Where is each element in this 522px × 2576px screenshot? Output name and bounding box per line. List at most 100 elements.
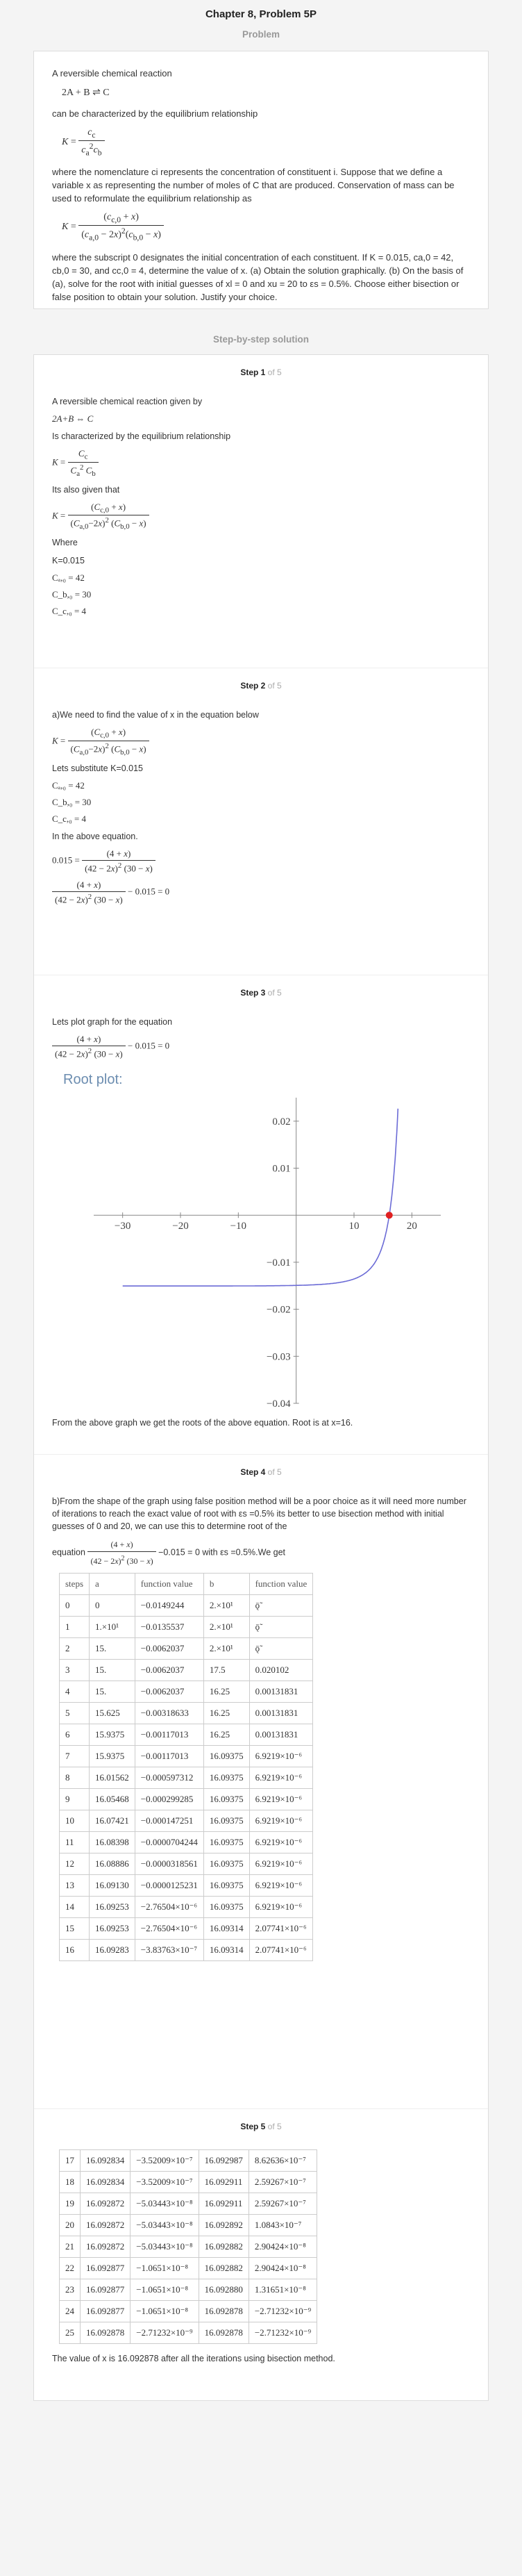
table-row: 24 16.092877 −1.0651×10⁻⁸ 16.092878 −2.71232… [59, 2300, 318, 2322]
table-cell: 16.09375 [203, 1831, 250, 1853]
table-cell: 24 [59, 2300, 81, 2322]
table-cell: 15.9375 [89, 1724, 135, 1746]
table-cell: 6.9219×10⁻⁶ [249, 1745, 314, 1767]
table-cell: 3 [59, 1659, 90, 1681]
table-cell: 7 [59, 1745, 90, 1767]
table-cell: 22 [59, 2257, 81, 2279]
step-5-header: Step 5 of 5 [240, 2122, 282, 2131]
table-row: 25 16.092878 −2.71232×10⁻⁹ 16.092878 −2.7123… [59, 2322, 318, 2344]
step-1-line: K=0.015 [52, 556, 85, 566]
x-tick-label: −20 [172, 1221, 188, 1232]
y-tick-label: 0.02 [272, 1116, 290, 1128]
table-cell: 16.09253 [89, 1896, 135, 1918]
table-row: 18 16.092834 −3.52009×10⁻⁷ 16.092911 2.59267… [59, 2171, 318, 2193]
y-tick-label: −0.03 [267, 1352, 291, 1363]
table-cell: 16.09375 [203, 1788, 250, 1810]
table-cell: 2.07741×10⁻⁶ [249, 1917, 314, 1940]
table-cell: 17 [59, 2149, 81, 2172]
table-cell: 18 [59, 2171, 81, 2193]
table-cell: 0.00131831 [249, 1681, 314, 1703]
table-row: 14 16.09253 −2.76504×10⁻⁶ 16.09375 6.9219×10… [59, 1896, 314, 1918]
table-cell: −2.76504×10⁻⁶ [134, 1917, 204, 1940]
table-cell: 2.×10¹ [203, 1637, 250, 1660]
table-cell: ǭ̃ [249, 1616, 314, 1638]
table-cell: 16.092834 [79, 2171, 131, 2193]
y-tick-label: −0.02 [267, 1305, 291, 1316]
step-5-conclusion: The value of x is 16.092878 after all th… [52, 2354, 335, 2363]
step-2-var: C_c,₀ = 4 [52, 813, 87, 824]
table-cell: −0.0135537 [134, 1616, 204, 1638]
table-cell: −5.03443×10⁻⁸ [130, 2236, 199, 2258]
table-cell: 16.25 [203, 1702, 250, 1724]
table-cell: 0 [59, 1594, 90, 1617]
bisection-table-2: 17 16.092834 −3.52009×10⁻⁷ 16.092987 8.62636… [59, 2149, 318, 2344]
solution-card: Step 1 of 5 A reversible chemical reacti… [33, 354, 489, 2401]
table-cell: 5 [59, 1702, 90, 1724]
table-cell: −2.76504×10⁻⁶ [134, 1896, 204, 1918]
problem-line4: where the subscript 0 designates the ini… [52, 251, 464, 302]
table-cell: 16.092882 [198, 2236, 249, 2258]
reformulated-equation: K = (cc,0 + x) (ca,0 − 2x)2(cb,0 − x) [62, 212, 470, 242]
table-row: 23 16.092877 −1.0651×10⁻⁸ 16.092880 1.31651×… [59, 2279, 318, 2301]
table-cell: 16.09314 [203, 1917, 250, 1940]
table-cell: 16.092834 [79, 2149, 131, 2172]
table-cell: 8.62636×10⁻⁷ [248, 2149, 318, 2172]
table-cell: 16.09375 [203, 1767, 250, 1789]
step-1-var: Cₐ,₀ = 42 [52, 572, 85, 584]
step-3-header: Step 3 of 5 [240, 988, 282, 998]
step-1-line: Is characterized by the equilibrium rela… [52, 431, 231, 441]
table-cell: 10 [59, 1810, 90, 1832]
table-cell: 16.05468 [89, 1788, 135, 1810]
step-2: Step 2 of 5 a)We need to find the value … [34, 668, 488, 975]
table-cell: 16.092878 [198, 2322, 249, 2344]
table-cell: 8 [59, 1767, 90, 1789]
table-cell: 15.625 [89, 1702, 135, 1724]
step-1-header: Step 1 of 5 [240, 368, 282, 377]
table-cell: 16.01562 [89, 1767, 135, 1789]
table-cell: 2 [59, 1637, 90, 1660]
table-cell: −3.52009×10⁻⁷ [130, 2149, 199, 2172]
table-cell: 16.09375 [203, 1874, 250, 1897]
step-5: Step 5 of 5 17 16.092834 −3.52009×10⁻⁷ 16.0… [34, 2108, 488, 2400]
table-cell: −1.0651×10⁻⁸ [130, 2279, 199, 2301]
table-cell: ǭ̃ [249, 1637, 314, 1660]
function-curve [122, 1109, 399, 1287]
table-row: 6 15.9375 −0.00117013 16.25 0.00131831 [59, 1724, 314, 1746]
table-cell: −5.03443×10⁻⁸ [130, 2193, 199, 2215]
table-cell: 16.092987 [198, 2149, 249, 2172]
table-row: 9 16.05468 −0.000299285 16.09375 6.9219×10⁻⁶ [59, 1788, 314, 1810]
table-cell: 16.092911 [198, 2193, 249, 2215]
table-cell: ǭ̃ [249, 1594, 314, 1617]
plot-title: Root plot: [63, 1072, 123, 1088]
step-2-var: Cₐ,₀ = 42 [52, 779, 85, 791]
table-row: 10 16.07421 −0.000147251 16.09375 6.9219×10⁻… [59, 1810, 314, 1832]
table-cell: 2.07741×10⁻⁶ [249, 1939, 314, 1961]
table-cell: 6.9219×10⁻⁶ [249, 1896, 314, 1918]
table-cell: 16.08886 [89, 1853, 135, 1875]
problem-intro: A reversible chemical reaction [52, 68, 172, 79]
y-tick-label: 0.01 [272, 1164, 290, 1175]
table-cell: −0.00117013 [134, 1724, 204, 1746]
table-cell: 16.092872 [79, 2214, 131, 2236]
table-row: 1 1.×10¹ −0.0135537 2.×10¹ ǭ̃ [59, 1616, 314, 1638]
table-cell: −0.000597312 [134, 1767, 204, 1789]
table-cell: −0.0000125231 [134, 1874, 204, 1897]
table-cell: 16.092877 [79, 2300, 131, 2322]
table-cell: 16.092878 [79, 2322, 131, 2344]
table-cell: 0.00131831 [249, 1702, 314, 1724]
table-cell: 9 [59, 1788, 90, 1810]
table-cell: 23 [59, 2279, 81, 2301]
step-2-var: C_b,₀ = 30 [52, 796, 92, 807]
step-2-line: a)We need to find the value of x in the … [52, 710, 259, 720]
step-2-line: Lets substitute K=0.015 [52, 763, 143, 773]
x-tick-label: −10 [230, 1221, 246, 1232]
table-cell: −1.0651×10⁻⁸ [130, 2300, 199, 2322]
equilibrium-equation: K = cc ca2cb [62, 127, 470, 157]
table-cell: 4 [59, 1681, 90, 1703]
step-1: Step 1 of 5 A reversible chemical reacti… [34, 355, 488, 668]
table-cell: −0.000147251 [134, 1810, 204, 1832]
table-cell: 2.×10¹ [203, 1616, 250, 1638]
step-4: Step 4 of 5 b)From the shape of the grap… [34, 1454, 488, 2108]
root-plot: −30 −20 −10 10 20 0.02 0.01 −0.01 −0.02 −0.03 −0.0… [94, 1098, 441, 1410]
table-cell: 16.092892 [198, 2214, 249, 2236]
